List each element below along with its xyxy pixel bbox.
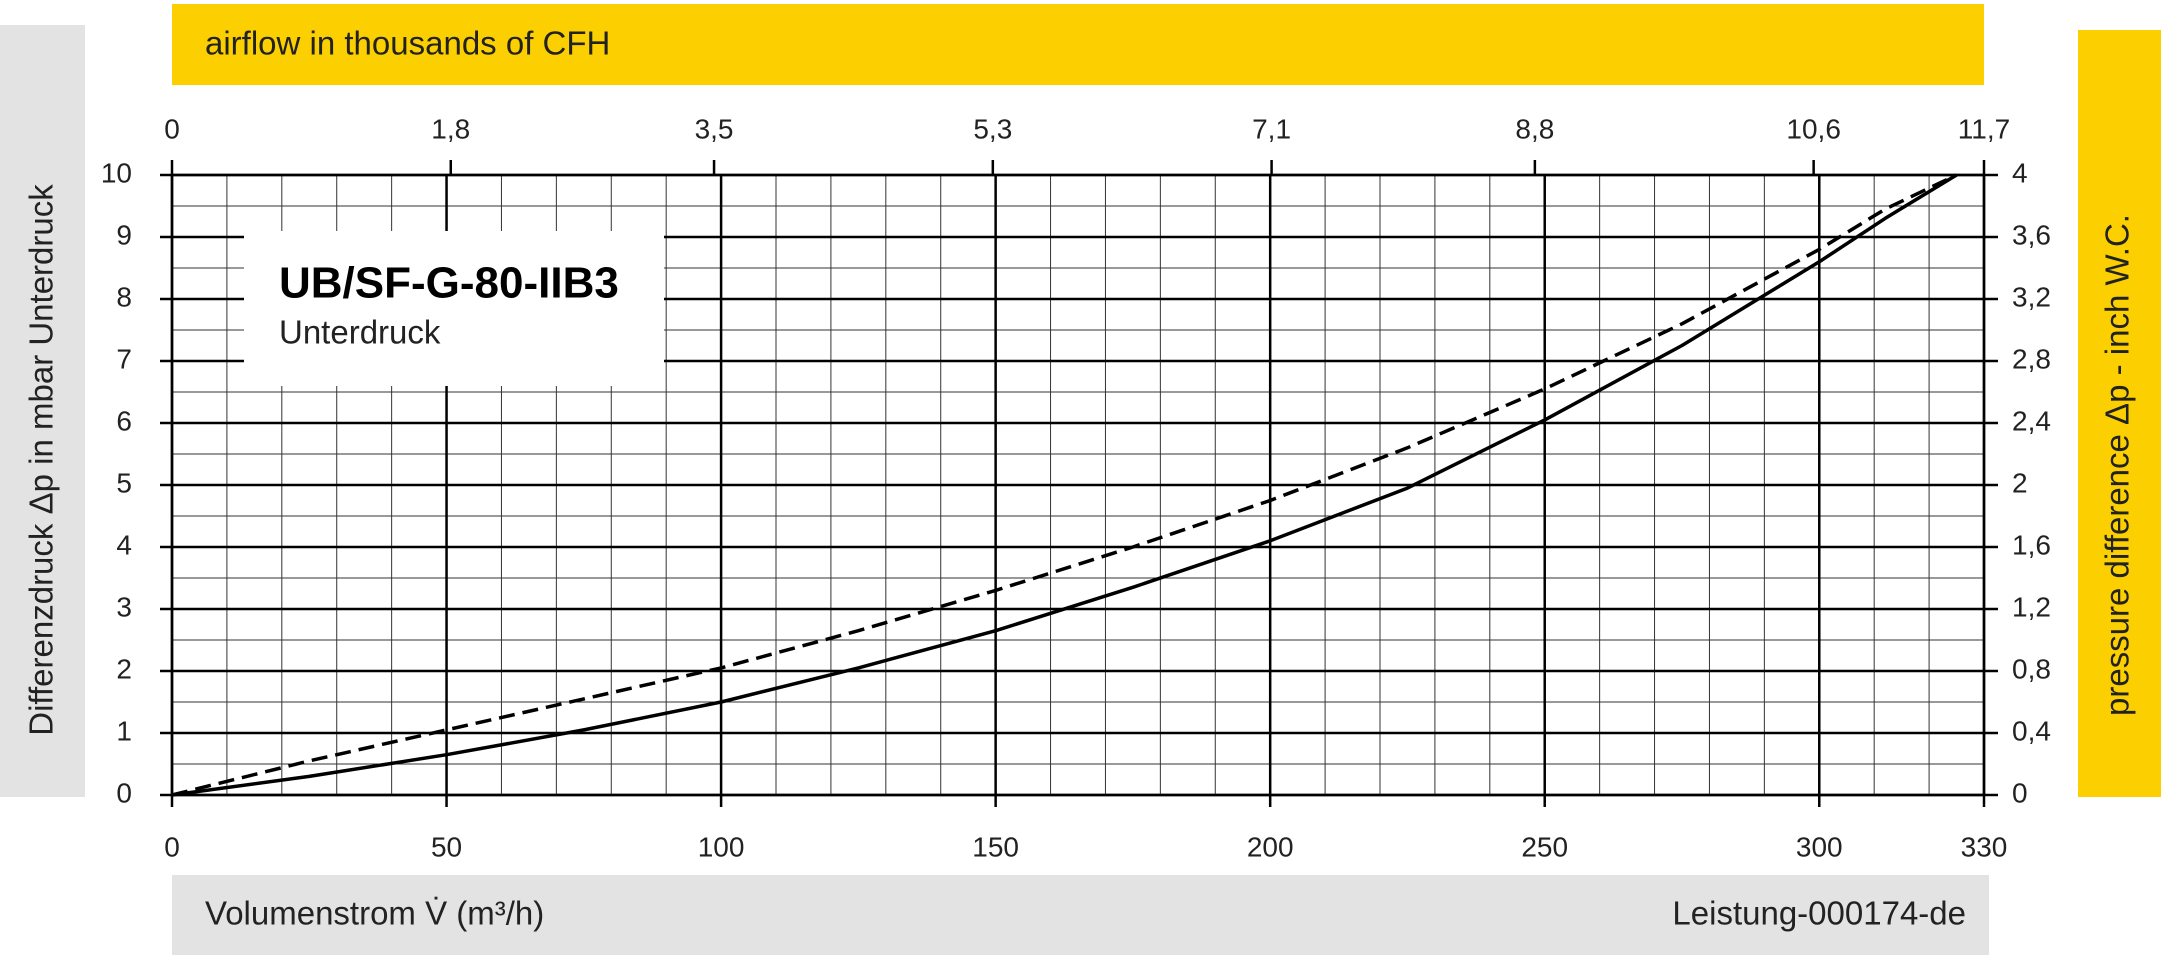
x-axis-label: Volumenstrom V̇ (m³/h) [205,895,544,932]
x-tick-label: 300 [1796,831,1843,862]
x2-tick-label: 5,3 [973,113,1012,144]
box-subtitle: Unterdruck [279,314,441,351]
y2label-bg [2078,30,2161,797]
y-tick-label: 8 [116,281,132,312]
y-axis-label: Differenzdruck Δp in mbar Unterdruck [23,184,60,736]
x-tick-label: 330 [1961,831,2008,862]
y2-tick-label: 2 [2012,467,2028,498]
x-tick-label: 150 [972,831,1019,862]
series-line [171,173,1958,797]
y2-tick-label: 0,4 [2012,715,2051,746]
plot [171,173,1958,797]
y2-tick-label: 2,8 [2012,343,2051,374]
x2-tick-label: 7,1 [1252,113,1291,144]
x-tick-label: 200 [1247,831,1294,862]
banner-bg [172,4,1984,85]
x2-tick-label: 0 [164,113,180,144]
y2-tick-label: 4 [2012,157,2028,188]
plot-frame [170,173,1986,797]
y-tick-label: 4 [116,529,132,560]
x-tick-label: 100 [698,831,745,862]
y-tick-label: 7 [116,343,132,374]
y2-tick-label: 0 [2012,777,2028,808]
y-tick-label: 10 [101,157,132,188]
y2-tick-label: 2,4 [2012,405,2051,436]
x-tick-label: 50 [431,831,462,862]
y-tick-label: 2 [116,653,132,684]
ylabel-bg [0,25,85,797]
xlabel-bg [172,875,1989,955]
x2-tick-label: 11,7 [1958,113,2010,144]
y-tick-label: 6 [116,405,132,436]
x-tick-label: 0 [164,831,180,862]
y2-tick-label: 3,2 [2012,281,2051,312]
y-tick-label: 9 [116,219,132,250]
y2-tick-label: 3,6 [2012,219,2051,250]
y-tick-label: 3 [116,591,132,622]
y-tick-label: 1 [116,715,132,746]
y2-axis-label: pressure difference Δp - inch W.C. [2099,214,2136,716]
x2-tick-label: 8,8 [1515,113,1554,144]
label-box [244,231,664,386]
x-tick-label: 250 [1521,831,1568,862]
y2-tick-label: 1,6 [2012,529,2051,560]
x2-tick-label: 10,6 [1786,113,1841,144]
y2-tick-label: 1,2 [2012,591,2051,622]
y-tick-label: 5 [116,467,132,498]
x2-tick-label: 1,8 [431,113,470,144]
series-line [171,173,1958,797]
box-title: UB/SF-G-80-IIB3 [279,259,619,308]
y2-tick-label: 0,8 [2012,653,2051,684]
footer: Leistung-000174-de [1672,895,1966,932]
y-tick-label: 0 [116,777,132,808]
banner: airflow in thousands of CFH [205,25,610,62]
x2-tick-label: 3,5 [695,113,734,144]
